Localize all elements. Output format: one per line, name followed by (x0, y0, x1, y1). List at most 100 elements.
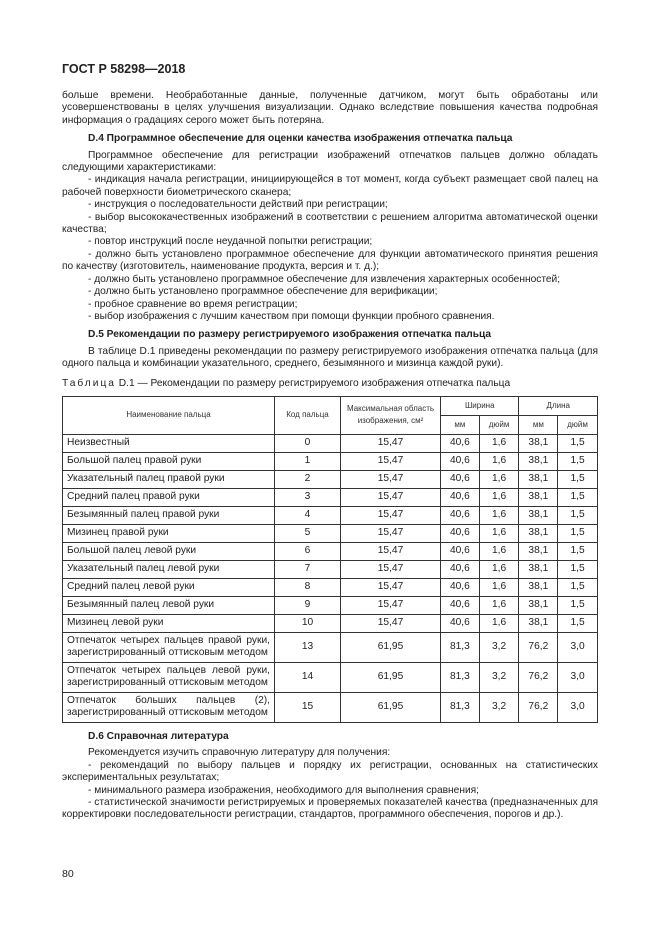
cell-name: Указательный палец правой руки (62, 469, 275, 489)
section-d5-text: В таблице D.1 приведены рекомендации по … (62, 345, 598, 370)
header-area: Максимальная область изображения, см² (340, 395, 441, 435)
table-row: Мизинец правой руки 5 15,47 40,6 1,6 38,1 1,5 (62, 523, 598, 543)
cell-length-inch: 1,5 (557, 487, 598, 507)
cell-code: 4 (274, 505, 341, 525)
table-caption: Таблица D.1 — Рекомендации по размеру ре… (62, 378, 598, 390)
cell-width-inch: 1,6 (478, 577, 520, 597)
cell-length-mm: 38,1 (518, 541, 559, 561)
cell-width-inch: 1,6 (478, 613, 520, 633)
header-code: Код пальца (274, 395, 341, 435)
cell-area: 15,47 (340, 451, 441, 471)
cell-code: 8 (274, 577, 341, 597)
cell-width-inch: 1,6 (478, 595, 520, 615)
cell-name: Мизинец левой руки (62, 613, 275, 633)
cell-width-mm: 40,6 (440, 577, 480, 597)
cell-code: 7 (274, 559, 341, 579)
cell-width-mm: 81,3 (440, 691, 480, 723)
list-item: - рекомендаций по выбору пальцев и поряд… (62, 759, 598, 784)
table-row: Отпечаток четырех пальцев левой руки, за… (62, 661, 598, 693)
cell-name: Большой палец правой руки (62, 451, 275, 471)
section-d6-list: - рекомендаций по выбору пальцев и поряд… (62, 760, 598, 822)
table-row: Мизинец левой руки 10 15,47 40,6 1,6 38,1 1,5 (62, 613, 598, 633)
cell-name: Безымянный палец правой руки (62, 505, 275, 525)
cell-area: 61,95 (340, 631, 441, 663)
cell-area: 15,47 (340, 505, 441, 525)
cell-name: Неизвестный (62, 433, 275, 453)
cell-name: Указательный палец левой руки (62, 559, 275, 579)
cell-length-inch: 1,5 (557, 541, 598, 561)
cell-name: Средний палец левой руки (62, 577, 275, 597)
cell-area: 15,47 (340, 577, 441, 597)
header-name: Наименование пальца (62, 395, 275, 435)
cell-width-inch: 1,6 (478, 487, 520, 507)
cell-width-mm: 40,6 (440, 505, 480, 525)
cell-length-mm: 38,1 (518, 451, 559, 471)
cell-length-mm: 38,1 (518, 595, 559, 615)
cell-width-inch: 3,2 (478, 691, 520, 723)
cell-length-inch: 3,0 (557, 691, 598, 723)
header-length-mm: мм (518, 414, 559, 435)
cell-length-inch: 1,5 (557, 469, 598, 489)
table-caption-text: D.1 — Рекомендации по размеру регистриру… (118, 377, 511, 389)
cell-width-mm: 40,6 (440, 487, 480, 507)
cell-width-mm: 40,6 (440, 541, 480, 561)
cell-code: 10 (274, 613, 341, 633)
table-row: Средний палец правой руки 3 15,47 40,6 1,6 38… (62, 487, 598, 507)
cell-code: 0 (274, 433, 341, 453)
cell-width-inch: 1,6 (478, 523, 520, 543)
cell-width-mm: 81,3 (440, 661, 480, 693)
cell-length-inch: 1,5 (557, 595, 598, 615)
header-width: Ширина (439, 395, 520, 416)
section-d5-title: D.5 Рекомендации по размеру регистрируем… (88, 329, 492, 341)
table-row: Отпечаток больших пальцев (2), зарегистр… (62, 691, 598, 723)
cell-area: 15,47 (340, 613, 441, 633)
table-row: Большой палец правой руки 1 15,47 40,6 1,6 38… (62, 451, 598, 471)
cell-length-mm: 76,2 (518, 691, 559, 723)
cell-width-mm: 40,6 (440, 595, 480, 615)
cell-width-mm: 40,6 (440, 433, 480, 453)
table-row: Средний палец левой руки 8 15,47 40,6 1,6 38,… (62, 577, 598, 597)
cell-length-mm: 38,1 (518, 487, 559, 507)
cell-code: 2 (274, 469, 341, 489)
cell-length-inch: 1,5 (557, 577, 598, 597)
cell-name: Безымянный палец левой руки (62, 595, 275, 615)
header-width-inch: дюйм (478, 414, 520, 435)
page-content: больше времени. Необработанные данные, п… (62, 90, 598, 822)
cell-area: 61,95 (340, 691, 441, 723)
cell-code: 6 (274, 541, 341, 561)
cell-length-inch: 1,5 (557, 523, 598, 543)
list-item: - повтор инструкций после неудачной попы… (88, 236, 373, 248)
cell-length-mm: 38,1 (518, 469, 559, 489)
table-row: Большой палец левой руки 6 15,47 40,6 1,6 38,… (62, 541, 598, 561)
cell-area: 15,47 (340, 523, 441, 543)
cell-length-mm: 38,1 (518, 577, 559, 597)
table-caption-label: Таблица (62, 377, 116, 389)
section-d4-lead: Программное обеспечение для регистрации … (62, 149, 598, 174)
cell-area: 15,47 (340, 541, 441, 561)
list-item: - должно быть установлено программное об… (88, 286, 438, 298)
cell-name: Большой палец левой руки (62, 541, 275, 561)
cell-name: Мизинец правой руки (62, 523, 275, 543)
cell-name: Отпечаток четырех пальцев левой руки, за… (62, 661, 275, 693)
cell-length-mm: 38,1 (518, 505, 559, 525)
cell-length-inch: 1,5 (557, 433, 598, 453)
section-d4-title: D.4 Программное обеспечение для оценки к… (88, 133, 513, 145)
section-d6-title: D.6 Справочная литература (88, 730, 229, 742)
table-row: Указательный палец правой руки 2 15,47 40,6… (62, 469, 598, 489)
recommendations-table: Наименование пальца Код пальца Максималь… (62, 395, 598, 723)
list-item: - должно быть установлено программное об… (62, 248, 598, 273)
cell-width-mm: 40,6 (440, 613, 480, 633)
cell-width-mm: 81,3 (440, 631, 480, 663)
cell-area: 15,47 (340, 559, 441, 579)
cell-area: 15,47 (340, 433, 441, 453)
cell-code: 13 (274, 631, 341, 663)
table-row: Отпечаток четырех пальцев правой руки, з… (62, 631, 598, 663)
cell-name: Отпечаток четырех пальцев правой руки, з… (62, 631, 275, 663)
document-header: ГОСТ Р 58298—2018 (62, 62, 186, 76)
cell-code: 1 (274, 451, 341, 471)
cell-area: 15,47 (340, 487, 441, 507)
cell-code: 9 (274, 595, 341, 615)
header-length: Длина (518, 395, 598, 416)
list-item: - выбор изображения с лучшим качеством п… (88, 310, 495, 322)
list-item: - инструкция о последовательности действ… (88, 199, 388, 211)
